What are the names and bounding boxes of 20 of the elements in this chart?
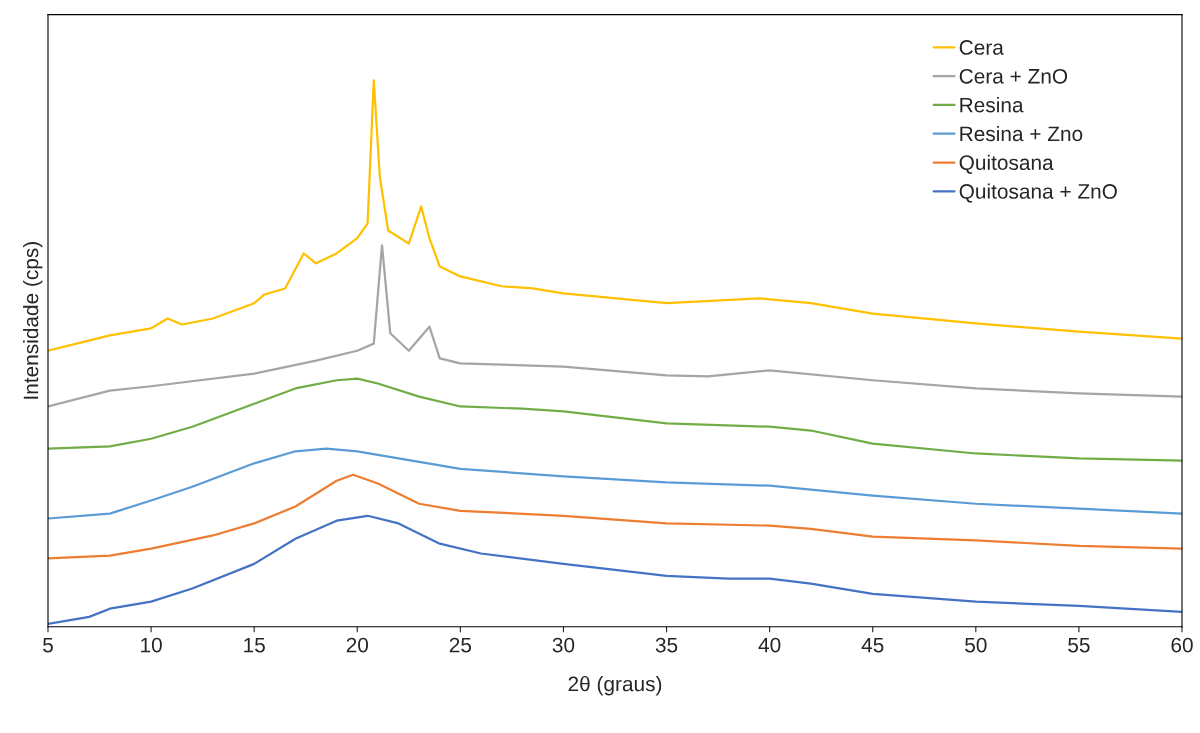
- legend-label: Resina + Zno: [960, 125, 1083, 142]
- legend-label: Cera: [959, 40, 1004, 55]
- y-axis-title: Intensidade (cps): [23, 242, 43, 399]
- x-tick-label: 35: [655, 637, 678, 653]
- x-axis-title: 2θ (graus): [568, 676, 662, 696]
- x-tick-label: 20: [346, 637, 369, 653]
- x-tick-label: 5: [43, 637, 53, 653]
- x-tick-label: 60: [1171, 637, 1193, 653]
- x-tick-label: 25: [449, 637, 472, 653]
- x-tick-label: 50: [965, 637, 987, 653]
- x-tick-label: 10: [141, 637, 162, 653]
- x-tick-label: 45: [861, 637, 884, 653]
- legend-label: Cera + ZnO: [959, 68, 1068, 84]
- x-tick-label: 15: [244, 637, 265, 653]
- legend-label: Quitosana: [959, 154, 1054, 174]
- x-tick-label: 55: [1068, 637, 1090, 653]
- legend-label: Resina: [960, 97, 1024, 113]
- legend-label: Quitosana + ZnO: [959, 183, 1117, 203]
- x-tick-label: 40: [758, 637, 781, 653]
- x-tick-label: 30: [552, 637, 575, 653]
